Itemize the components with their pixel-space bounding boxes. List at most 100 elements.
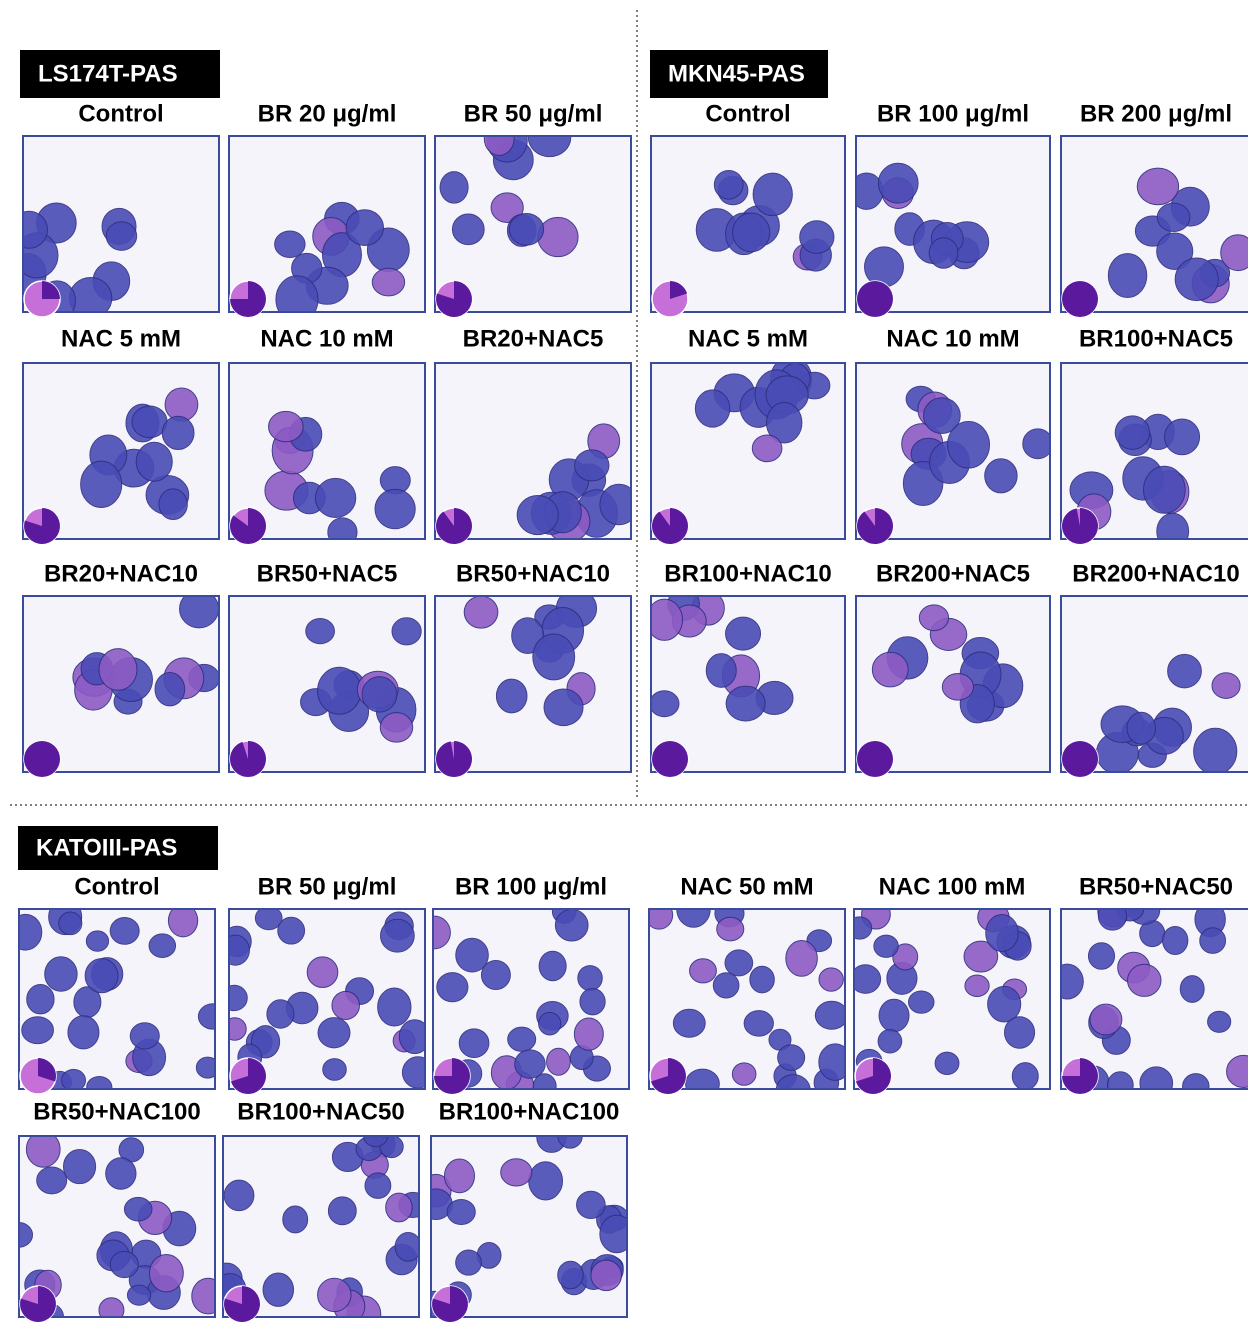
pie-slice <box>224 1286 261 1322</box>
cell <box>543 688 584 727</box>
cell <box>26 984 55 1015</box>
cell <box>158 488 188 521</box>
panel-label: BR 50 μg/ml <box>258 873 397 900</box>
micrograph <box>855 362 1051 540</box>
cell <box>327 1196 357 1226</box>
cell <box>1156 512 1190 540</box>
panel-label: BR20+NAC10 <box>44 560 198 587</box>
cell <box>516 494 559 536</box>
cell <box>490 192 524 223</box>
cell <box>538 1011 562 1036</box>
cell <box>1003 1016 1036 1049</box>
micrograph <box>434 135 632 313</box>
cell <box>1182 1073 1210 1090</box>
pie-slice <box>1062 741 1098 777</box>
cell <box>401 1056 426 1089</box>
micrograph <box>18 1135 216 1318</box>
cell <box>1156 202 1191 233</box>
cell <box>871 651 909 688</box>
pie-slice <box>24 741 60 777</box>
micrograph-frame <box>1060 362 1248 540</box>
cell <box>61 1068 87 1090</box>
cell <box>67 1015 100 1050</box>
cell <box>377 987 412 1027</box>
cell <box>928 237 959 269</box>
cell <box>327 517 358 540</box>
panel-label: BR200+NAC5 <box>876 560 1030 587</box>
cell <box>80 460 123 508</box>
cell <box>705 653 737 688</box>
cell <box>599 1214 628 1254</box>
panel-label: NAC 100 mM <box>879 873 1026 900</box>
cell <box>282 1205 309 1234</box>
pie-slice <box>856 508 893 545</box>
micrograph <box>228 595 426 773</box>
cell <box>1114 415 1151 450</box>
cell <box>62 1148 97 1185</box>
cell <box>725 685 766 722</box>
cell <box>923 397 961 434</box>
cell <box>322 1058 347 1081</box>
panel-label: BR 100 μg/ml <box>455 873 607 900</box>
cell <box>380 918 415 953</box>
cell <box>84 958 119 994</box>
cell <box>590 1259 622 1292</box>
cell <box>538 950 567 982</box>
pie-slice <box>435 281 472 317</box>
cell <box>672 1008 706 1038</box>
cell <box>576 1190 606 1220</box>
cell <box>1022 428 1051 460</box>
cell <box>918 604 950 632</box>
cell <box>135 441 173 482</box>
cell <box>1089 1003 1123 1036</box>
cell <box>439 171 469 204</box>
cell <box>398 1019 426 1055</box>
cell <box>21 1016 54 1045</box>
cell <box>577 965 603 992</box>
cell <box>785 939 818 977</box>
cell <box>743 1010 774 1037</box>
panel-label: BR100+NAC50 <box>237 1098 404 1125</box>
cell <box>58 911 83 936</box>
section-title: LS174T-PAS <box>38 60 178 87</box>
micrograph-frame <box>228 908 426 1090</box>
panel-label: BR 200 μg/ml <box>1080 100 1232 127</box>
cell <box>436 972 469 1003</box>
cell <box>371 267 406 297</box>
panel-label: Control <box>78 100 163 127</box>
cell <box>650 690 680 718</box>
pie-slice <box>435 508 472 545</box>
pie-slice <box>432 1286 469 1322</box>
panel-label: Control <box>705 100 790 127</box>
cell <box>266 999 295 1029</box>
micrograph <box>434 362 632 540</box>
cell <box>689 958 717 984</box>
cell <box>277 916 306 945</box>
cell <box>443 1158 476 1194</box>
cell <box>934 1051 960 1076</box>
pie-slice <box>229 741 266 778</box>
cell <box>579 987 606 1016</box>
pie-slice <box>435 741 472 777</box>
pie-slice <box>670 281 688 299</box>
micrograph-frame <box>18 908 216 1090</box>
section-title: KATOIII-PAS <box>36 834 177 861</box>
cell <box>1139 1066 1174 1090</box>
micrograph-frame <box>228 135 426 313</box>
cell <box>1226 1054 1248 1088</box>
cell <box>716 916 745 942</box>
cell <box>85 930 110 952</box>
cell <box>480 959 511 990</box>
cell <box>1162 926 1189 955</box>
cell <box>877 1029 903 1054</box>
cell <box>532 1073 557 1090</box>
cell <box>732 212 771 253</box>
micrograph <box>18 908 216 1090</box>
cell <box>495 678 528 714</box>
panel-label: NAC 5 mM <box>688 325 808 352</box>
cell <box>1107 253 1148 299</box>
micrograph-frame <box>22 135 220 313</box>
pie-slice <box>651 508 688 545</box>
cell <box>455 1249 482 1276</box>
cell <box>361 676 398 713</box>
